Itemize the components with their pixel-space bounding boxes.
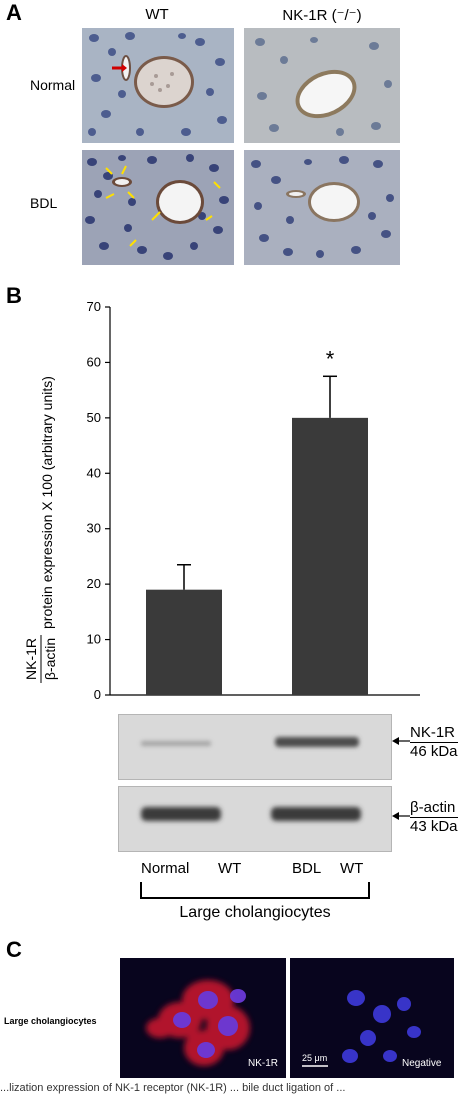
group-label-large-cholangiocytes: Large cholangiocytes — [179, 904, 331, 921]
histology-nk1r-normal — [244, 28, 400, 143]
row-label-large-cholangiocytes: Large cholangiocytes — [4, 1016, 97, 1026]
column-header-nk1r-ko: NK-1R (⁻/⁻) — [282, 7, 362, 24]
fluor-label-negative: Negative — [402, 1058, 442, 1069]
y-label-rest: protein expression X 100 (arbitrary unit… — [39, 376, 55, 629]
blot-label-nk1r-name: NK-1R — [410, 724, 456, 741]
group-bracket — [140, 882, 370, 899]
y-label-denominator: β-actin — [42, 638, 58, 680]
blot-label-nk1r-kda: 46 kDa — [410, 742, 458, 760]
scale-bar-label: 25 μm — [302, 1053, 328, 1063]
blot-arrow-beta-actin — [392, 812, 410, 820]
bar — [292, 417, 368, 695]
y-tick-label: 30 — [87, 521, 101, 536]
bar — [146, 589, 222, 695]
western-blot-beta-actin — [118, 786, 392, 852]
y-tick-label: 10 — [87, 632, 101, 647]
panel-c-letter: C — [6, 937, 22, 962]
panel-a-letter: A — [6, 0, 22, 25]
figure-caption: ...lization expression of NK-1 receptor … — [0, 1082, 346, 1094]
blot-label-beta-actin-kda: 43 kDa — [410, 817, 458, 835]
row-label-bdl: BDL — [30, 195, 58, 211]
y-tick-label: 20 — [87, 576, 101, 591]
fluor-label-nk1r: NK-1R — [248, 1058, 279, 1069]
lane-label-bdl: BDL — [292, 860, 322, 877]
histology-wt-bdl — [82, 150, 234, 265]
panel-b-letter: B — [6, 283, 22, 308]
histology-wt-normal — [82, 28, 234, 143]
significance-star: * — [326, 346, 335, 371]
lane-label-wt-2: WT — [340, 860, 364, 877]
y-label-numerator: NK-1R — [23, 638, 39, 680]
blot-label-nk1r: NK-1R 46 kDa — [410, 724, 458, 761]
y-axis-label: NK-1R β-actin protein expression X 100 (ar… — [23, 376, 58, 683]
y-tick-label: 60 — [87, 354, 101, 369]
blot-label-beta-actin: β-actin 43 kDa — [410, 799, 458, 836]
column-header-wt: WT — [145, 6, 169, 23]
histology-nk1r-bdl — [244, 150, 400, 265]
y-tick-label: 70 — [87, 299, 101, 314]
y-tick-label: 50 — [87, 410, 101, 425]
row-label-normal: Normal — [30, 77, 76, 93]
y-tick-label: 40 — [87, 465, 101, 480]
blot-label-beta-actin-name: β-actin — [410, 799, 456, 816]
immunofluorescence-negative: 25 μm Negative — [290, 958, 454, 1078]
lane-label-normal: Normal — [141, 860, 190, 877]
blot-arrow-nk1r — [392, 737, 410, 745]
y-tick-label: 0 — [94, 687, 101, 702]
bar-chart: 0 10 20 30 40 50 60 70 * NK-1R β-actin protein expr… — [23, 299, 420, 702]
western-blot-nk1r — [118, 714, 392, 780]
lane-label-wt-1: WT — [218, 860, 242, 877]
immunofluorescence-nk1r: NK-1R — [120, 958, 286, 1078]
